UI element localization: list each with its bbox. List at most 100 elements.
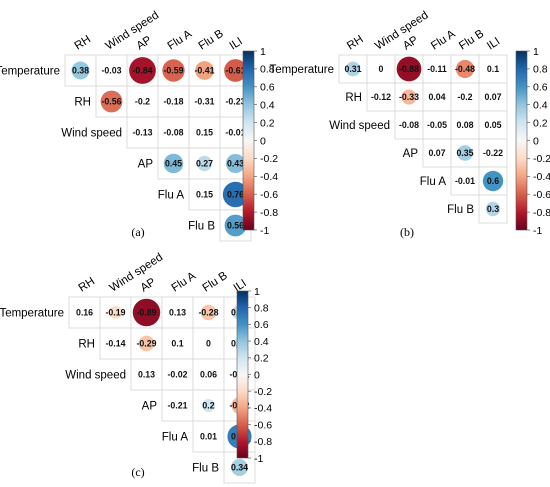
column-label: Flu A [170, 270, 199, 295]
correlation-value: -0.13 [132, 128, 152, 138]
row-label: Flu B [192, 463, 219, 475]
colorbar-tick-label: 0 [254, 369, 260, 381]
correlation-value: -0.29 [136, 339, 156, 349]
colorbar-tick-label: -1 [260, 225, 269, 237]
colorbar-tick-label: -0.6 [260, 189, 278, 201]
correlation-cell: 0.13 [161, 296, 194, 329]
correlation-value: -0.41 [194, 66, 214, 76]
colorbar: 1 0.8 0.6 0.4 0.2 0 -0.2 -0.4 -0.6 -0.8 -1 [242, 46, 278, 237]
correlation-circle [485, 201, 501, 217]
colorbar-tick-label: 0.8 [533, 64, 548, 76]
correlation-value: 0.07 [428, 148, 445, 158]
correlation-value: 0.2 [202, 401, 214, 411]
correlation-cell: -0.18 [157, 85, 190, 118]
correlation-circle [195, 61, 214, 80]
correlation-cell: -0.33 [394, 82, 424, 112]
correlation-value: 0 [206, 339, 211, 349]
correlation-cell: 0.07 [422, 138, 452, 168]
row-label: AP [138, 159, 154, 171]
colorbar-tick-label: -0.2 [533, 153, 550, 165]
colorbar-tick-label: -0.8 [260, 207, 278, 219]
correlation-value: 0.3 [487, 204, 499, 214]
panel-c: Temperature0.16-0.19-0.890.13-0.280.26RH… [0, 251, 272, 484]
correlation-cell: 0.3 [478, 194, 508, 224]
cell-background [192, 358, 225, 391]
row-label: Temperature [0, 66, 60, 78]
correlation-cell: 0.08 [450, 110, 480, 140]
correlation-cell: -0.59 [157, 54, 190, 87]
correlation-value: 0.05 [484, 120, 501, 130]
correlation-value: -0.33 [399, 92, 419, 102]
correlation-value: -0.23 [225, 97, 245, 107]
panel-label: (c) [131, 465, 144, 479]
correlation-cell: -0.22 [478, 138, 508, 168]
correlation-circle [482, 170, 504, 192]
cell-background [450, 82, 480, 112]
cell-background [394, 110, 424, 140]
correlation-value: 0.13 [138, 370, 155, 380]
correlation-circle [109, 306, 122, 319]
cell-background [422, 82, 452, 112]
correlation-value: -0.61 [225, 66, 245, 76]
colorbar-tick-label: 1 [254, 286, 260, 298]
row-label: Temperature [269, 64, 334, 76]
correlation-cell: 0.16 [68, 296, 101, 329]
correlation-cell: -0.2 [450, 82, 480, 112]
colorbar-tick-label: 0.4 [254, 336, 269, 348]
correlation-circle [457, 145, 473, 161]
colorbar-tick-label: 0.4 [260, 100, 275, 112]
correlation-value: 0.1 [487, 64, 499, 74]
correlation-cell: -0.13 [126, 116, 159, 149]
colorbar: 1 0.8 0.6 0.4 0.2 0 -0.2 -0.4 -0.6 -0.8 -1 [515, 46, 550, 237]
correlation-value: 0.07 [484, 92, 501, 102]
correlation-circle [345, 61, 361, 77]
row-label: Flu A [420, 176, 447, 188]
row-label: Wind speed [65, 370, 126, 382]
colorbar-tick-label: 0.8 [260, 64, 275, 76]
column-label: AP [139, 276, 159, 295]
correlation-circle [224, 214, 247, 237]
correlation-value: -0.11 [427, 64, 447, 74]
column-label: Wind speed [108, 251, 165, 294]
correlation-value: -0.18 [163, 97, 183, 107]
correlation-cell: -0.89 [130, 296, 163, 329]
colorbar-tick-label: 0.6 [260, 82, 275, 94]
colorbar-tick-label: -0.2 [254, 386, 272, 398]
column-label: Flu B [201, 270, 230, 295]
correlation-cell: -0.05 [422, 110, 452, 140]
correlation-cell: 0 [192, 327, 225, 360]
cell-background [478, 82, 508, 112]
correlation-cell: 0 [366, 54, 396, 84]
correlation-value: -0.02 [167, 370, 187, 380]
colorbar-tick-label: -0.8 [533, 207, 550, 219]
correlation-cell: -0.19 [99, 296, 132, 329]
correlation-circle [132, 298, 161, 327]
correlation-circle [224, 59, 247, 82]
column-label: AP [135, 34, 155, 53]
correlation-value: 0.76 [227, 190, 244, 200]
colorbar-gradient [242, 50, 255, 231]
correlation-cell: 0.38 [64, 54, 97, 87]
correlation-value: -0.01 [225, 128, 245, 138]
cell-background [126, 116, 159, 149]
correlation-value: 0.43 [227, 159, 244, 169]
correlation-value: 0.34 [231, 463, 248, 473]
panel-label: (b) [400, 225, 414, 239]
correlation-value: -0.88 [399, 64, 419, 74]
row-label: Wind speed [61, 128, 122, 140]
row-label: Flu A [162, 432, 189, 444]
cell-background [161, 358, 194, 391]
row-label: AP [403, 148, 419, 160]
colorbar-tick-label: -0.8 [254, 436, 272, 448]
correlation-circle [201, 398, 216, 413]
colorbar-tick-label: -0.6 [254, 419, 272, 431]
colorbar-tick-label: 0.6 [533, 82, 548, 94]
column-label: RH [73, 33, 93, 52]
correlation-value: 0.1 [171, 339, 183, 349]
correlation-value: -0.21 [167, 401, 187, 411]
correlation-cell: -0.21 [161, 389, 194, 422]
correlation-cell: -0.14 [99, 327, 132, 360]
correlation-cell: -0.02 [161, 358, 194, 391]
cell-background [422, 110, 452, 140]
